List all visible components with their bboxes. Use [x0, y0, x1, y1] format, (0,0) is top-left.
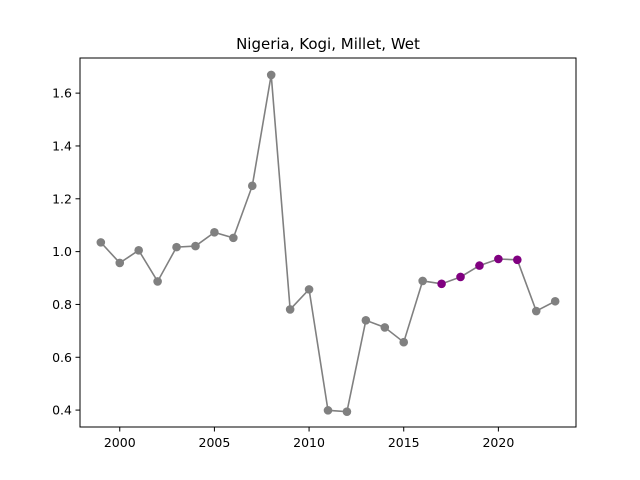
y-tick-label: 0.6 [52, 350, 72, 365]
data-point [304, 285, 314, 294]
plot-area-frame [79, 57, 577, 428]
data-point [399, 337, 409, 347]
x-tick-label: 2010 [293, 435, 325, 450]
y-tick-label: 1.0 [52, 244, 72, 259]
data-point [153, 277, 162, 286]
y-tick-label: 0.4 [52, 403, 72, 418]
data-point [342, 407, 352, 416]
series-line [100, 74, 556, 413]
highlighted-data-point [475, 261, 484, 270]
data-point [550, 296, 560, 306]
data-point [531, 306, 541, 316]
x-tick-label: 2015 [388, 435, 420, 450]
data-point [210, 228, 219, 237]
data-point [418, 276, 427, 286]
data-point [96, 238, 106, 247]
highlighted-data-point [513, 255, 522, 265]
data-point [361, 315, 371, 325]
data-point [323, 406, 333, 415]
x-axis: 2000 2005 2010 2015 2020 [104, 427, 514, 450]
data-point [380, 323, 390, 332]
data-point [134, 245, 143, 255]
x-tick-label: 2000 [104, 435, 136, 450]
data-point [266, 70, 276, 80]
y-tick-label: 1.2 [52, 191, 72, 206]
data-point [191, 241, 200, 251]
x-tick-label: 2005 [199, 435, 231, 450]
data-point [247, 181, 257, 191]
data-points [96, 70, 560, 416]
y-axis: 0.4 0.6 0.8 1.0 1.2 1.4 1.6 [52, 86, 80, 418]
data-point [172, 242, 181, 252]
highlighted-data-point [494, 254, 503, 264]
highlighted-data-point [456, 272, 465, 282]
data-point [229, 233, 238, 243]
highlighted-data-point [437, 279, 446, 289]
x-tick-label: 2020 [482, 435, 514, 450]
chart-title: Nigeria, Kogi, Millet, Wet [236, 35, 420, 53]
y-tick-label: 1.4 [52, 138, 72, 153]
y-tick-label: 0.8 [52, 297, 72, 312]
data-point [115, 258, 125, 268]
y-tick-label: 1.6 [52, 86, 72, 101]
data-point [285, 305, 295, 314]
